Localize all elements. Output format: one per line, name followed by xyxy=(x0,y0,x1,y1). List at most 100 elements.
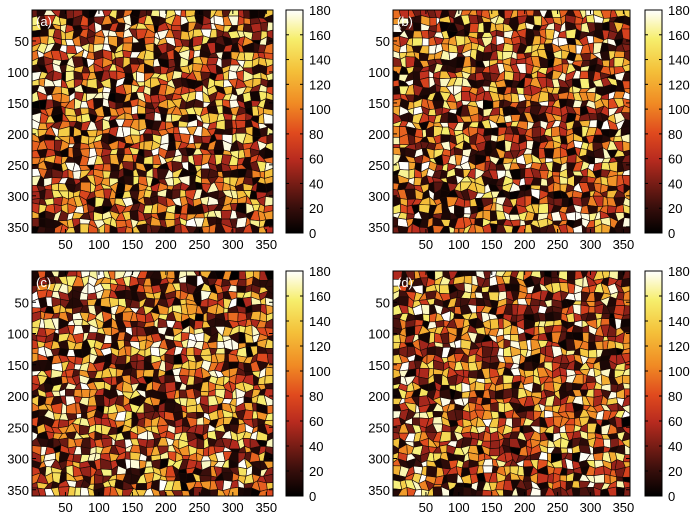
grain-cell xyxy=(217,489,226,496)
grain-cell xyxy=(621,80,630,90)
grain-cell xyxy=(600,318,611,326)
grain-cell xyxy=(242,223,254,233)
grain-cell xyxy=(251,303,262,313)
grain-cell xyxy=(263,98,273,111)
y-tick-label: 150 xyxy=(7,96,29,111)
grain-cell xyxy=(146,438,155,448)
grain-cell xyxy=(621,438,630,449)
grain-cell xyxy=(164,211,176,221)
colorbar-tick-label: 80 xyxy=(309,127,323,142)
grain-cell xyxy=(131,42,142,53)
grain-cell xyxy=(265,72,273,82)
grain-cell xyxy=(264,412,273,421)
x-tick-label: 250 xyxy=(189,500,211,515)
grain-cell xyxy=(529,487,542,496)
grain-cell xyxy=(621,22,630,30)
grain-cell xyxy=(129,488,140,496)
grain-cell xyxy=(621,409,630,419)
colorbar-tick-label: 100 xyxy=(668,364,690,379)
colorbar-tick-label: 100 xyxy=(309,364,331,379)
grain-cell xyxy=(623,305,630,316)
grain-cell xyxy=(621,38,630,46)
grain-cell xyxy=(551,171,561,177)
grain-cell xyxy=(411,223,421,233)
grain-cell xyxy=(622,466,630,478)
grain-cell xyxy=(257,489,268,496)
grain-cell xyxy=(116,148,125,155)
grain-cell xyxy=(601,21,610,31)
colorbar-tick-label: 60 xyxy=(668,414,682,429)
grain-cell xyxy=(79,486,90,496)
grain-cell xyxy=(552,181,561,193)
grain-cell xyxy=(93,486,105,496)
x-tick-label: 150 xyxy=(122,500,144,515)
grain-cell xyxy=(393,125,400,138)
panel-label: (b) xyxy=(397,14,413,29)
x-tick-label: 250 xyxy=(189,237,211,252)
grain-cell xyxy=(453,487,464,496)
grain-cell xyxy=(620,277,630,288)
grain-cell xyxy=(220,223,233,233)
grain-cell xyxy=(131,104,139,115)
grain-cell xyxy=(439,431,452,443)
grain-cell xyxy=(620,347,630,355)
grain-cell xyxy=(393,79,400,88)
grain-cell xyxy=(502,224,514,233)
grain-cell xyxy=(482,465,494,474)
grain-cell xyxy=(533,15,543,27)
grain-cell xyxy=(74,486,82,496)
grain-cell xyxy=(129,451,141,461)
grain-cell xyxy=(622,217,630,228)
grain-cell xyxy=(109,170,120,179)
grain-cell xyxy=(616,486,626,496)
grain-cell xyxy=(80,446,91,456)
grain-cell xyxy=(79,223,90,233)
grain-cell xyxy=(622,476,630,483)
colorbar-tick-label: 80 xyxy=(668,127,682,142)
x-tick-label: 50 xyxy=(58,237,72,252)
grain-cell xyxy=(489,439,500,450)
grain-cell xyxy=(264,196,273,207)
grain-cell xyxy=(264,366,273,377)
colorbar-tick-label: 140 xyxy=(668,53,690,68)
grain-cell xyxy=(624,360,630,371)
grain-cell xyxy=(266,21,273,32)
grain-cell xyxy=(566,312,575,323)
grain-cell xyxy=(579,487,591,496)
grain-cell xyxy=(249,223,260,233)
x-tick-label: 300 xyxy=(580,500,602,515)
grain-cell xyxy=(214,223,226,233)
grain-cell xyxy=(620,105,630,114)
grain-cell xyxy=(266,404,273,415)
grain-cell xyxy=(194,313,204,322)
colorbar-tick-label: 120 xyxy=(309,77,331,92)
grain-cell xyxy=(531,126,541,139)
grain-cell xyxy=(165,225,176,233)
grain-cell xyxy=(495,489,504,496)
y-tick-label: 100 xyxy=(7,327,29,342)
grain-cell xyxy=(609,225,618,233)
grain-cell xyxy=(131,326,138,337)
grain-cell xyxy=(263,113,273,125)
grain-cell xyxy=(157,225,168,233)
grain-cell xyxy=(467,223,476,233)
grain-cell xyxy=(620,285,630,294)
orientation-map xyxy=(393,271,630,496)
grain-cell xyxy=(492,100,501,109)
grain-cell xyxy=(185,225,198,233)
grain-cell xyxy=(135,360,145,371)
grain-cell xyxy=(620,326,630,333)
grain-cell xyxy=(571,487,581,496)
grain-cell xyxy=(621,404,630,415)
grain-cell xyxy=(621,63,630,73)
x-tick-label: 50 xyxy=(419,237,433,252)
y-tick-label: 350 xyxy=(7,220,29,235)
grain-cell xyxy=(516,224,527,233)
grain-cell xyxy=(398,161,410,171)
grain-cell xyxy=(192,154,204,166)
grain-cell xyxy=(518,184,526,192)
panels-root: 50 100 150 200 250 300 35050100150200250300350… xyxy=(7,3,689,515)
grain-cell xyxy=(427,224,435,233)
orientation-map xyxy=(32,10,273,233)
grain-cell xyxy=(489,318,500,330)
